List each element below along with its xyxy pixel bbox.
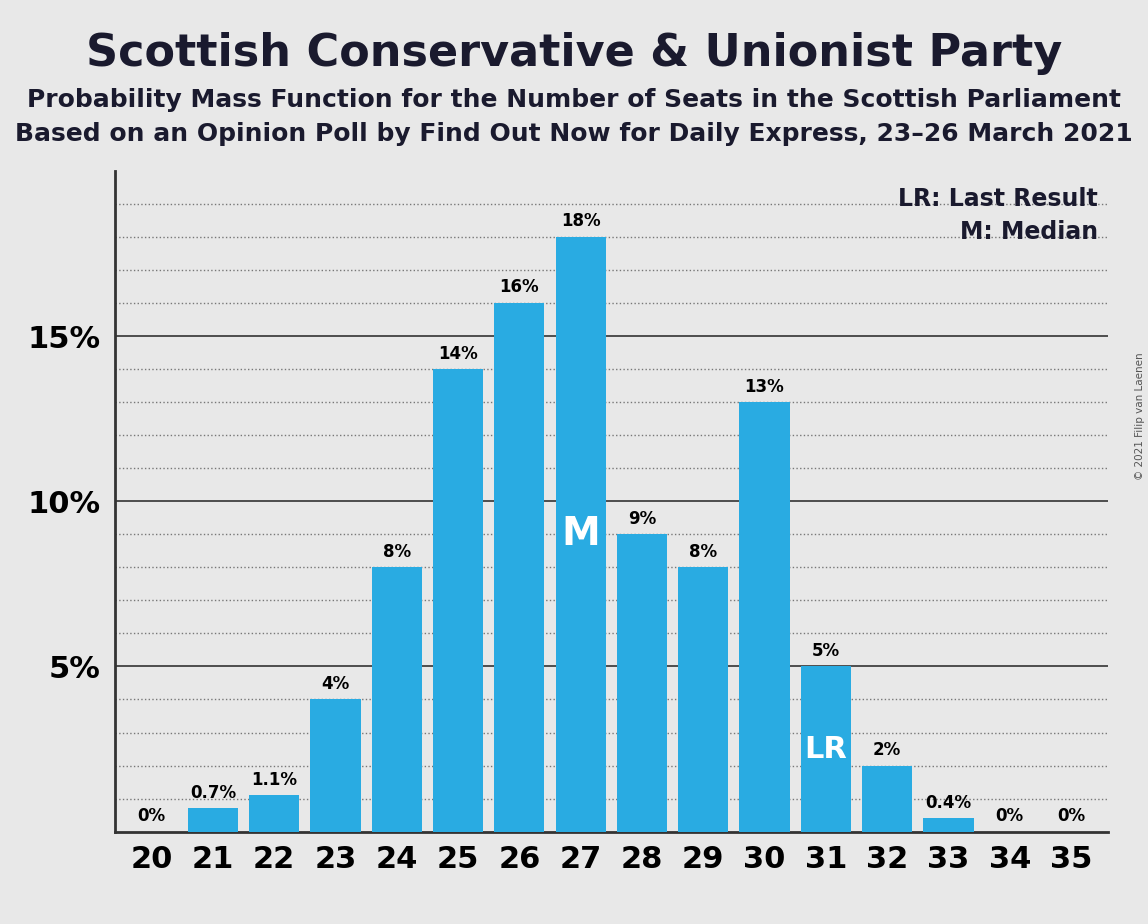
Text: Scottish Conservative & Unionist Party: Scottish Conservative & Unionist Party <box>86 32 1062 76</box>
Bar <box>433 370 483 832</box>
Text: 8%: 8% <box>382 542 411 561</box>
Bar <box>862 765 913 832</box>
Text: 9%: 9% <box>628 510 657 528</box>
Text: 8%: 8% <box>689 542 718 561</box>
Text: 16%: 16% <box>499 278 540 297</box>
Bar <box>923 819 974 832</box>
Text: 5%: 5% <box>812 642 840 660</box>
Text: LR: LR <box>805 735 847 763</box>
Text: 0%: 0% <box>1057 807 1085 825</box>
Text: 18%: 18% <box>561 213 600 230</box>
Bar <box>188 808 238 832</box>
Text: © 2021 Filip van Laenen: © 2021 Filip van Laenen <box>1135 352 1145 480</box>
Bar <box>678 567 728 832</box>
Text: LR: Last Result: LR: Last Result <box>898 188 1097 212</box>
Bar <box>310 699 360 832</box>
Text: Based on an Opinion Poll by Find Out Now for Daily Express, 23–26 March 2021: Based on an Opinion Poll by Find Out Now… <box>15 122 1133 146</box>
Text: 0%: 0% <box>995 807 1024 825</box>
Bar <box>556 237 606 832</box>
Text: M: Median: M: Median <box>960 221 1097 245</box>
Bar <box>372 567 422 832</box>
Text: 0.4%: 0.4% <box>925 794 971 812</box>
Bar <box>800 666 851 832</box>
Text: 4%: 4% <box>321 675 350 693</box>
Text: 1.1%: 1.1% <box>251 771 297 789</box>
Text: 0.7%: 0.7% <box>189 784 236 802</box>
Text: Probability Mass Function for the Number of Seats in the Scottish Parliament: Probability Mass Function for the Number… <box>28 88 1120 112</box>
Bar <box>739 402 790 832</box>
Text: M: M <box>561 516 600 553</box>
Bar <box>249 796 300 832</box>
Text: 2%: 2% <box>872 741 901 759</box>
Bar <box>616 534 667 832</box>
Text: 13%: 13% <box>745 378 784 395</box>
Text: 0%: 0% <box>138 807 165 825</box>
Text: 14%: 14% <box>439 345 478 362</box>
Bar <box>495 303 544 832</box>
